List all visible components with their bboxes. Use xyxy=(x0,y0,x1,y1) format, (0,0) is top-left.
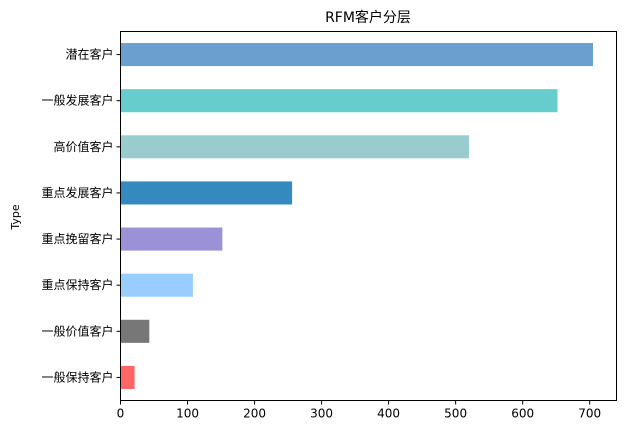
bar xyxy=(120,273,193,297)
bar xyxy=(120,227,223,251)
y-axis-label: Type xyxy=(9,204,22,230)
y-tick-label: 一般价值客户 xyxy=(41,323,113,338)
plot-frame xyxy=(120,31,617,401)
bars-group xyxy=(120,43,594,389)
y-tick-label: 高价值客户 xyxy=(53,139,113,154)
y-tick-label: 重点发展客户 xyxy=(41,185,113,200)
x-tick-label: 100 xyxy=(176,407,199,421)
x-ticks: 0 100 200 300 400 500 600 700 xyxy=(117,400,601,421)
y-tick-label: 重点挽留客户 xyxy=(41,231,113,246)
bar xyxy=(120,319,150,343)
y-tick-label: 潜在客户 xyxy=(65,47,113,62)
x-tick-label: 700 xyxy=(578,407,601,421)
bar xyxy=(120,135,470,159)
y-tick-label: 一般发展客户 xyxy=(41,93,113,108)
x-tick-label: 0 xyxy=(117,407,125,421)
x-tick-label: 400 xyxy=(377,407,400,421)
x-tick-label: 500 xyxy=(444,407,467,421)
chart-title: RFM客户分层 xyxy=(325,9,411,26)
bar xyxy=(120,365,135,389)
y-tick-label: 重点保持客户 xyxy=(41,277,113,292)
y-tick-labels: 潜在客户一般发展客户高价值客户重点发展客户重点挽留客户重点保持客户一般价值客户一… xyxy=(41,47,121,384)
bar xyxy=(120,181,293,205)
bar xyxy=(120,89,558,113)
bar xyxy=(120,43,594,67)
y-tick-label: 一般保持客户 xyxy=(41,369,113,384)
x-tick-label: 600 xyxy=(511,407,534,421)
x-tick-label: 200 xyxy=(243,407,266,421)
x-tick-label: 300 xyxy=(310,407,333,421)
